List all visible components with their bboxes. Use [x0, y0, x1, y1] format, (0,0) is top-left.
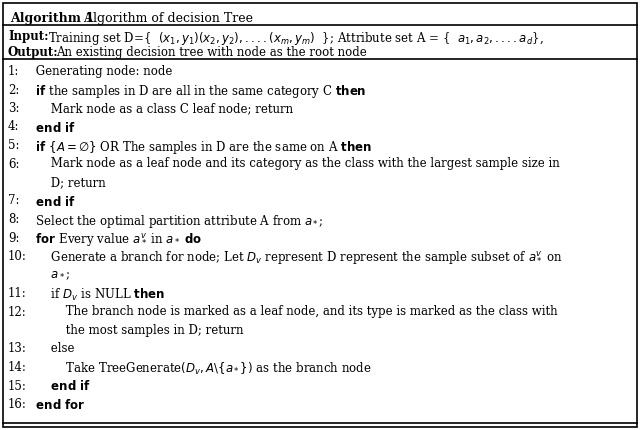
Text: if $D_v$ is NULL $\mathbf{then}$: if $D_v$ is NULL $\mathbf{then}$	[32, 287, 165, 303]
Text: $\mathbf{if}$ the samples in D are all in the same category C $\mathbf{then}$: $\mathbf{if}$ the samples in D are all i…	[32, 83, 367, 101]
Text: Generating node: node: Generating node: node	[32, 65, 172, 78]
Text: $\mathbf{end\ if}$: $\mathbf{end\ if}$	[32, 380, 90, 393]
Text: 7:: 7:	[8, 194, 19, 208]
Text: Generate a branch for node; Let $D_v$ represent D represent the sample subset of: Generate a branch for node; Let $D_v$ re…	[32, 250, 563, 267]
Text: Output:: Output:	[8, 46, 59, 59]
Text: 11:: 11:	[8, 287, 27, 300]
Text: 12:: 12:	[8, 305, 27, 319]
Text: Select the optimal partition attribute A from $a_*$;: Select the optimal partition attribute A…	[32, 213, 324, 230]
Text: D; return: D; return	[32, 176, 106, 189]
Text: $\mathbf{for}$ Every value $a_*^v$ in $a_*$ $\mathbf{do}$: $\mathbf{for}$ Every value $a_*^v$ in $a…	[32, 231, 202, 248]
Text: An existing decision tree with node as the root node: An existing decision tree with node as t…	[56, 46, 367, 59]
Text: Training set D={  $(x_1, y_1)(x_2, y_2), ....(x_m, y_m)$  }; Attribute set A = {: Training set D={ $(x_1, y_1)(x_2, y_2), …	[48, 30, 544, 47]
Text: 1:: 1:	[8, 65, 19, 78]
Text: $\mathbf{end\ for}$: $\mathbf{end\ for}$	[32, 398, 85, 412]
Text: 8:: 8:	[8, 213, 19, 226]
Text: Mark node as a class C leaf node; return: Mark node as a class C leaf node; return	[32, 102, 293, 115]
Text: 5:: 5:	[8, 139, 19, 152]
Text: 3:: 3:	[8, 102, 19, 115]
Text: 9:: 9:	[8, 231, 19, 245]
Text: $\mathbf{end\ if}$: $\mathbf{end\ if}$	[32, 120, 76, 135]
Text: Take TreeGenerate$(D_v, A\backslash\{a_*\})$ as the branch node: Take TreeGenerate$(D_v, A\backslash\{a_*…	[32, 361, 372, 377]
Text: 16:: 16:	[8, 398, 27, 411]
Text: 2:: 2:	[8, 83, 19, 96]
Text: Algorithm 1: Algorithm 1	[10, 12, 94, 25]
Text: $a_*$;: $a_*$;	[32, 268, 70, 282]
Text: the most samples in D; return: the most samples in D; return	[32, 324, 243, 337]
Text: 6:: 6:	[8, 157, 19, 171]
Text: Input:: Input:	[8, 30, 49, 43]
Text: 14:: 14:	[8, 361, 27, 374]
Text: $\mathbf{if}$ $\{A = \varnothing\}$ OR The samples in D are the same on A $\math: $\mathbf{if}$ $\{A = \varnothing\}$ OR T…	[32, 139, 372, 156]
Text: Mark node as a leaf node and its category as the class with the largest sample s: Mark node as a leaf node and its categor…	[32, 157, 560, 171]
Text: 13:: 13:	[8, 343, 27, 356]
Text: 10:: 10:	[8, 250, 27, 263]
Text: $\mathbf{end\ if}$: $\mathbf{end\ if}$	[32, 194, 76, 209]
Text: The branch node is marked as a leaf node, and its type is marked as the class wi: The branch node is marked as a leaf node…	[32, 305, 557, 319]
Text: Algorithm of decision Tree: Algorithm of decision Tree	[80, 12, 253, 25]
Text: else: else	[32, 343, 74, 356]
Text: 4:: 4:	[8, 120, 19, 133]
Text: 15:: 15:	[8, 380, 27, 393]
